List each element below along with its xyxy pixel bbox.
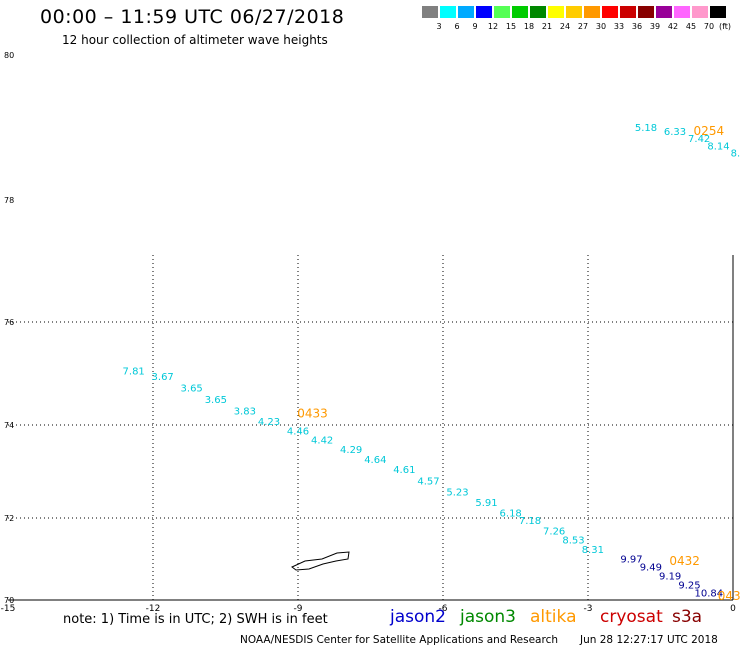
swh-value: 9.49 <box>640 562 662 573</box>
page-title: 00:00 – 11:59 UTC 06/27/2018 <box>40 6 345 28</box>
y-tick-label: 72 <box>4 514 14 523</box>
x-tick-label: 0 <box>730 604 736 614</box>
swh-value: 3.67 <box>152 372 174 383</box>
satellite-altika: altika <box>530 607 577 627</box>
pass-time-label: 0431 <box>718 589 740 603</box>
x-tick-label: -6 <box>439 604 448 614</box>
scale-swatch <box>439 5 457 19</box>
scale-swatch <box>583 5 601 19</box>
scale-label: 45 <box>685 22 697 31</box>
swh-value: 8. <box>731 149 740 160</box>
swh-tracks: 7.81 3.67 3.653.65 3.834.23 4.464.42 4.294.64… <box>123 123 740 600</box>
scale-label: 15 <box>505 22 517 31</box>
swh-color-scale <box>421 5 727 19</box>
swh-value: 7.81 <box>123 367 145 378</box>
scale-swatch <box>457 5 475 19</box>
scale-swatch <box>493 5 511 19</box>
swh-value: 3.83 <box>234 407 256 418</box>
scale-swatch <box>565 5 583 19</box>
swh-value: 3.65 <box>181 384 203 395</box>
time-labels: 0433043204310254025 <box>297 124 740 603</box>
scale-swatch <box>547 5 565 19</box>
swh-value: 10.84 <box>695 589 724 600</box>
x-tick-label: -9 <box>294 604 303 614</box>
satellite-s3a: s3a <box>672 607 703 627</box>
scale-unit: (ft) <box>718 22 732 31</box>
scale-label: 6 <box>454 22 460 31</box>
scale-label: 36 <box>631 22 643 31</box>
scale-swatch <box>637 5 655 19</box>
satellite-cryosat: cryosat <box>600 607 663 627</box>
swh-value: 5.91 <box>475 498 497 509</box>
generated-timestamp: Jun 28 12:27:17 UTC 2018 <box>580 634 718 646</box>
swh-value: 4.64 <box>364 455 386 466</box>
scale-label: 18 <box>523 22 535 31</box>
swh-value: 8.31 <box>582 545 604 556</box>
scale-label: 39 <box>649 22 661 31</box>
jan-mayen-island <box>291 551 350 571</box>
satellite-jason2: jason2 <box>390 607 446 627</box>
scale-swatch <box>673 5 691 19</box>
scale-label: 3 <box>436 22 442 31</box>
swh-value: 5.23 <box>446 488 468 499</box>
satellite-jason3: jason3 <box>460 607 516 627</box>
y-tick-label: 76 <box>4 318 14 327</box>
swh-scale-labels: 3 6 9 12 15 18 21 24 27 30 33 36 39 42 45 70 (ft) <box>421 22 740 34</box>
scale-label: 21 <box>541 22 553 31</box>
swh-value: 4.42 <box>311 436 333 447</box>
scale-label: 33 <box>613 22 625 31</box>
swh-value: 9.19 <box>659 572 681 583</box>
swh-value: 7.26 <box>543 526 565 537</box>
scale-swatch <box>619 5 637 19</box>
scale-swatch <box>511 5 529 19</box>
swh-value: 4.29 <box>340 445 362 456</box>
swh-value: 8.14 <box>707 141 729 152</box>
swh-value: 8.53 <box>562 535 584 546</box>
footnote: note: 1) Time is in UTC; 2) SWH is in fe… <box>63 612 328 627</box>
scale-label: 30 <box>595 22 607 31</box>
scale-swatch <box>655 5 673 19</box>
y-tick-label: 80 <box>4 51 14 60</box>
scale-swatch <box>421 5 439 19</box>
x-tick-label: -12 <box>146 604 161 614</box>
swh-value: 6.18 <box>500 509 522 520</box>
swh-value: 4.61 <box>393 465 415 476</box>
scale-swatch <box>709 5 727 19</box>
x-tick-label: -15 <box>1 604 16 614</box>
scale-label: 9 <box>472 22 478 31</box>
swh-value: 5.18 <box>635 123 657 134</box>
swh-value: 9.97 <box>620 554 642 565</box>
y-tick-label: 74 <box>4 421 14 430</box>
credit-text: NOAA/NESDIS Center for Satellite Applica… <box>240 634 558 646</box>
swh-value: 4.23 <box>258 417 280 428</box>
scale-label: 70 <box>703 22 715 31</box>
lat-lon-grid <box>8 255 734 601</box>
page-subtitle: 12 hour collection of altimeter wave hei… <box>62 33 328 47</box>
axis-labels: -15 -12 -9 -6 -3 0 80 78 76 74 72 70 <box>1 51 736 614</box>
pass-time-label: 0432 <box>669 554 700 568</box>
swh-value: 7.42 <box>688 134 710 145</box>
scale-label: 42 <box>667 22 679 31</box>
scale-swatch <box>601 5 619 19</box>
scale-swatch <box>475 5 493 19</box>
y-tick-label: 78 <box>4 196 14 205</box>
swh-value: 4.57 <box>417 477 439 488</box>
y-tick-label: 70 <box>4 596 14 605</box>
swh-value: 3.65 <box>205 395 227 406</box>
swh-value: 7.18 <box>519 516 541 527</box>
pass-time-label: 0433 <box>297 406 328 420</box>
scale-swatch <box>691 5 709 19</box>
swh-value: 4.46 <box>287 426 309 437</box>
scale-label: 24 <box>559 22 571 31</box>
scale-label: 12 <box>487 22 499 31</box>
scale-label: 27 <box>577 22 589 31</box>
swh-value: 6.33 <box>664 127 686 138</box>
x-tick-label: -3 <box>584 604 593 614</box>
pass-time-label: 0254 <box>694 124 725 138</box>
swh-value: 9.25 <box>678 581 700 592</box>
scale-swatch <box>529 5 547 19</box>
